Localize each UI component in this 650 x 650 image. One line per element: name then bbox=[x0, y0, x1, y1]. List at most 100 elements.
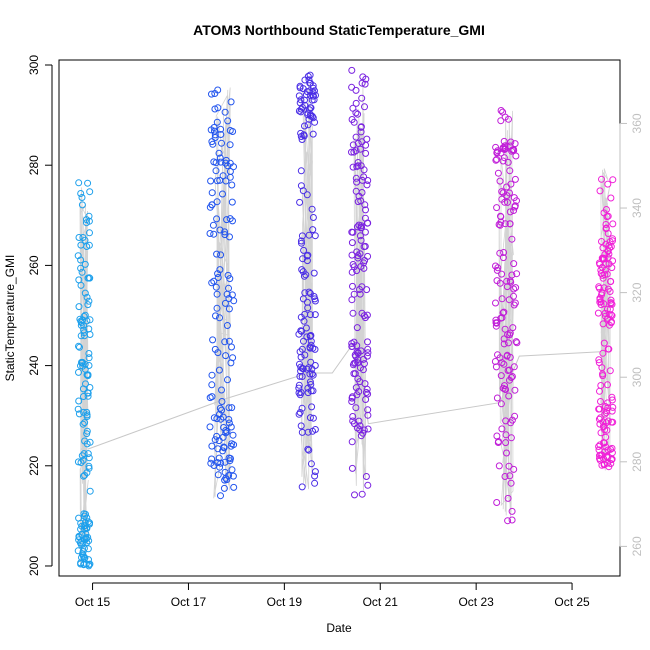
data-point bbox=[602, 433, 610, 441]
data-point bbox=[295, 384, 303, 392]
data-point bbox=[226, 275, 234, 283]
data-point bbox=[510, 260, 518, 268]
data-point bbox=[298, 136, 306, 143]
data-point bbox=[352, 133, 360, 141]
data-point bbox=[80, 450, 88, 458]
data-points bbox=[74, 66, 617, 570]
right-axis-tick-label: 340 bbox=[630, 198, 644, 218]
data-point bbox=[504, 198, 511, 206]
right-axis-tick-label: 360 bbox=[630, 113, 644, 133]
data-point bbox=[309, 82, 317, 90]
data-point bbox=[206, 423, 214, 431]
data-point bbox=[86, 188, 94, 196]
data-point bbox=[210, 230, 218, 238]
data-point bbox=[306, 378, 314, 386]
data-point bbox=[295, 107, 303, 115]
data-point bbox=[500, 340, 508, 348]
data-point bbox=[353, 178, 361, 186]
data-point bbox=[302, 271, 310, 279]
data-point bbox=[361, 201, 369, 209]
data-point bbox=[507, 479, 515, 487]
data-point bbox=[358, 490, 366, 498]
data-point bbox=[297, 327, 305, 335]
data-point bbox=[599, 254, 606, 262]
data-point bbox=[350, 263, 358, 271]
data-point bbox=[501, 473, 509, 480]
data-point bbox=[508, 507, 516, 515]
data-point bbox=[510, 363, 518, 371]
data-point bbox=[311, 468, 319, 476]
data-point bbox=[215, 149, 223, 157]
data-point bbox=[208, 442, 216, 450]
data-point bbox=[493, 155, 501, 163]
data-point bbox=[504, 331, 512, 339]
data-point bbox=[81, 419, 89, 427]
data-point bbox=[228, 181, 236, 189]
data-point bbox=[74, 405, 82, 413]
data-point bbox=[221, 231, 229, 239]
data-point bbox=[498, 188, 506, 196]
data-point bbox=[297, 96, 305, 104]
data-point bbox=[348, 343, 356, 350]
data-point bbox=[599, 370, 606, 378]
data-point bbox=[609, 220, 617, 228]
data-point bbox=[509, 324, 517, 332]
data-point bbox=[500, 249, 508, 256]
data-point bbox=[226, 141, 234, 149]
data-point bbox=[356, 145, 364, 153]
data-point bbox=[297, 237, 305, 245]
data-point bbox=[296, 409, 304, 416]
data-point bbox=[506, 167, 514, 175]
data-point bbox=[362, 141, 370, 149]
data-point bbox=[295, 381, 303, 389]
data-point bbox=[595, 443, 603, 450]
data-point bbox=[503, 183, 511, 191]
data-point bbox=[214, 274, 222, 281]
data-point bbox=[216, 404, 224, 412]
data-point bbox=[212, 283, 220, 291]
data-point bbox=[217, 415, 225, 423]
x-tick-label: Oct 19 bbox=[267, 595, 303, 609]
data-point bbox=[85, 454, 93, 462]
data-point bbox=[497, 218, 505, 226]
data-point bbox=[506, 208, 514, 216]
data-point bbox=[358, 79, 366, 87]
data-point bbox=[500, 360, 508, 368]
data-point bbox=[600, 422, 608, 430]
data-point bbox=[228, 466, 236, 474]
data-point bbox=[362, 389, 370, 396]
data-point bbox=[83, 219, 90, 227]
data-point bbox=[85, 556, 92, 564]
data-point bbox=[81, 236, 89, 244]
data-point bbox=[300, 272, 308, 280]
data-point bbox=[502, 431, 510, 439]
data-point bbox=[604, 345, 612, 353]
data-point bbox=[601, 251, 609, 258]
data-point bbox=[219, 447, 227, 455]
data-point bbox=[225, 404, 233, 412]
data-point bbox=[510, 301, 518, 309]
secondary-track bbox=[79, 82, 611, 566]
data-point bbox=[224, 376, 231, 384]
data-point bbox=[304, 251, 312, 259]
data-point bbox=[348, 228, 356, 236]
data-point bbox=[354, 139, 362, 147]
data-point bbox=[493, 266, 501, 274]
data-point bbox=[210, 277, 218, 285]
data-point bbox=[85, 350, 93, 357]
data-point bbox=[219, 172, 227, 180]
data-point bbox=[348, 393, 356, 401]
data-point bbox=[75, 342, 82, 350]
data-point bbox=[307, 104, 315, 112]
data-point bbox=[349, 282, 356, 290]
data-point bbox=[607, 278, 614, 285]
data-point bbox=[212, 167, 220, 175]
data-point bbox=[351, 491, 358, 499]
data-point bbox=[222, 429, 230, 437]
right-axis-tick-label: 280 bbox=[630, 451, 644, 471]
data-point bbox=[209, 336, 217, 344]
data-point bbox=[348, 66, 356, 74]
data-point bbox=[77, 281, 85, 289]
data-point bbox=[495, 438, 502, 445]
data-point bbox=[220, 484, 228, 492]
